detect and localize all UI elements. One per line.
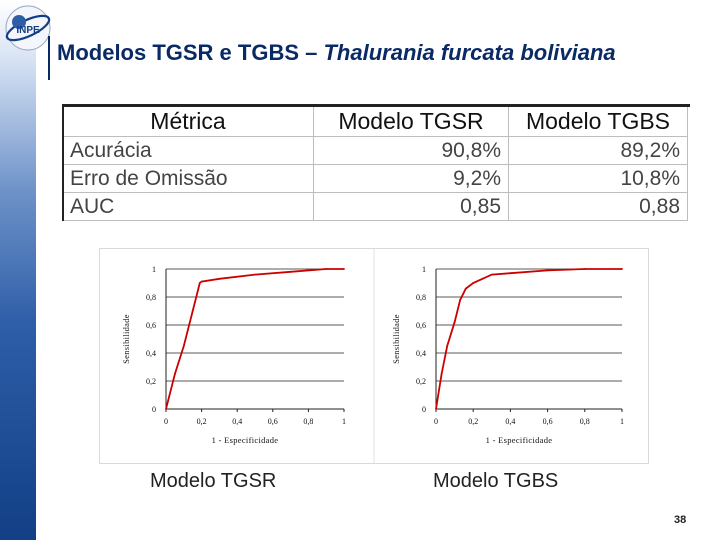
roc-point xyxy=(509,272,512,275)
y-tick-label: 0,4 xyxy=(146,349,156,358)
roc-point xyxy=(165,408,167,410)
title-main: Modelos TGSR e TGBS – xyxy=(57,40,324,65)
roc-point xyxy=(453,321,456,324)
metric-cell: Erro de Omissão xyxy=(62,164,314,193)
table-row: Acurácia 90,8% 89,2% xyxy=(62,136,688,165)
y-tick-label: 0,8 xyxy=(146,293,156,302)
y-tick-label: 0,8 xyxy=(416,293,426,302)
roc-point xyxy=(546,269,549,272)
roc-point xyxy=(289,270,292,273)
x-axis-label: 1 - Especificidade xyxy=(212,435,279,445)
roc-point xyxy=(182,345,185,347)
x-tick-label: 0 xyxy=(434,417,438,426)
roc-point xyxy=(459,298,462,301)
roc-point xyxy=(174,373,176,375)
metrics-table: Métrica Modelo TGSR Modelo TGBS Acurácia… xyxy=(62,106,688,221)
x-tick-label: 0,8 xyxy=(580,417,590,426)
x-tick-label: 0 xyxy=(164,417,168,426)
x-tick-label: 1 xyxy=(342,417,346,426)
roc-point xyxy=(343,268,345,270)
y-tick-label: 1 xyxy=(422,265,426,274)
x-tick-label: 0,2 xyxy=(468,417,478,426)
roc-curve xyxy=(435,268,622,410)
roc-point xyxy=(490,273,493,276)
roc-point xyxy=(198,282,201,284)
table-row: AUC 0,85 0,88 xyxy=(62,192,688,221)
roc-point xyxy=(191,310,194,312)
inpe-logo: INPE xyxy=(5,5,51,51)
roc-point xyxy=(435,408,437,410)
table-header-row: Métrica Modelo TGSR Modelo TGBS xyxy=(62,106,688,137)
tgsr-value: 9,2% xyxy=(313,164,509,193)
page-number: 38 xyxy=(674,514,687,526)
roc-point xyxy=(472,282,475,284)
roc-charts-svg: 0 0,2 0,4 0,6 0,8 1 0 0,2 0,4 0,6 0,8 1 1 - Especifi… xyxy=(121,249,624,463)
header-tgbs: Modelo TGBS xyxy=(508,106,688,137)
roc-point xyxy=(464,287,467,290)
tgbs-value: 10,8% xyxy=(508,164,688,193)
y-tick-label: 0,6 xyxy=(416,321,426,330)
x-tick-label: 1 xyxy=(620,417,624,426)
y-tick-label: 0 xyxy=(152,405,156,414)
page-title: Modelos TGSR e TGBS – Thalurania furcata… xyxy=(57,40,616,66)
y-tick-label: 0,6 xyxy=(146,321,156,330)
roc-chart-2: 0 0,2 0,4 0,6 0,8 1 0 0,2 0,4 0,6 0,8 1 1 - Especifi… xyxy=(391,265,624,445)
x-tick-label: 0,4 xyxy=(505,417,515,426)
roc-point xyxy=(200,280,203,283)
roc-charts-panel: 0 0,2 0,4 0,6 0,8 1 0 0,2 0,4 0,6 0,8 1 1 - Especifi… xyxy=(99,248,649,464)
header-tgsr: Modelo TGSR xyxy=(313,106,509,137)
y-tick-label: 0,4 xyxy=(416,349,426,358)
tgbs-value: 89,2% xyxy=(508,136,688,165)
caption-tgbs: Modelo TGBS xyxy=(433,470,559,492)
logo-text: INPE xyxy=(16,25,40,36)
roc-point xyxy=(481,277,484,280)
sidebar-band xyxy=(0,0,36,540)
caption-tgsr: Modelo TGSR xyxy=(150,470,277,492)
roc-point xyxy=(254,273,256,276)
roc-point xyxy=(325,268,328,270)
x-tick-label: 0,2 xyxy=(197,417,207,426)
x-tick-label: 0,8 xyxy=(303,417,313,426)
roc-point xyxy=(440,373,443,375)
title-species: Thalurania furcata boliviana xyxy=(323,40,616,65)
header-metric: Métrica xyxy=(62,106,314,137)
title-rule xyxy=(48,36,50,80)
y-tick-label: 0,2 xyxy=(146,377,156,386)
roc-chart-1: 0 0,2 0,4 0,6 0,8 1 0 0,2 0,4 0,6 0,8 1 1 - Especifi… xyxy=(121,265,346,445)
y-axis-label: Sensibilidade xyxy=(391,314,401,364)
metric-cell: AUC xyxy=(62,192,314,221)
y-tick-label: 0,2 xyxy=(416,377,426,386)
x-tick-label: 0,4 xyxy=(232,417,242,426)
x-tick-label: 0,6 xyxy=(543,417,553,426)
y-tick-label: 0 xyxy=(422,405,426,414)
x-axis-label: 1 - Especificidade xyxy=(486,435,553,445)
roc-point xyxy=(446,345,449,347)
tgsr-value: 0,85 xyxy=(313,192,509,221)
roc-curve xyxy=(165,268,344,410)
tgsr-value: 90,8% xyxy=(313,136,509,165)
table-row: Erro de Omissão 9,2% 10,8% xyxy=(62,164,688,193)
y-tick-label: 1 xyxy=(152,265,156,274)
roc-point xyxy=(218,277,221,280)
metric-cell: Acurácia xyxy=(62,136,314,165)
roc-point xyxy=(583,268,586,270)
y-axis-label: Sensibilidade xyxy=(121,314,131,364)
roc-point xyxy=(621,268,623,270)
tgbs-value: 0,88 xyxy=(508,192,688,221)
x-tick-label: 0,6 xyxy=(268,417,278,426)
